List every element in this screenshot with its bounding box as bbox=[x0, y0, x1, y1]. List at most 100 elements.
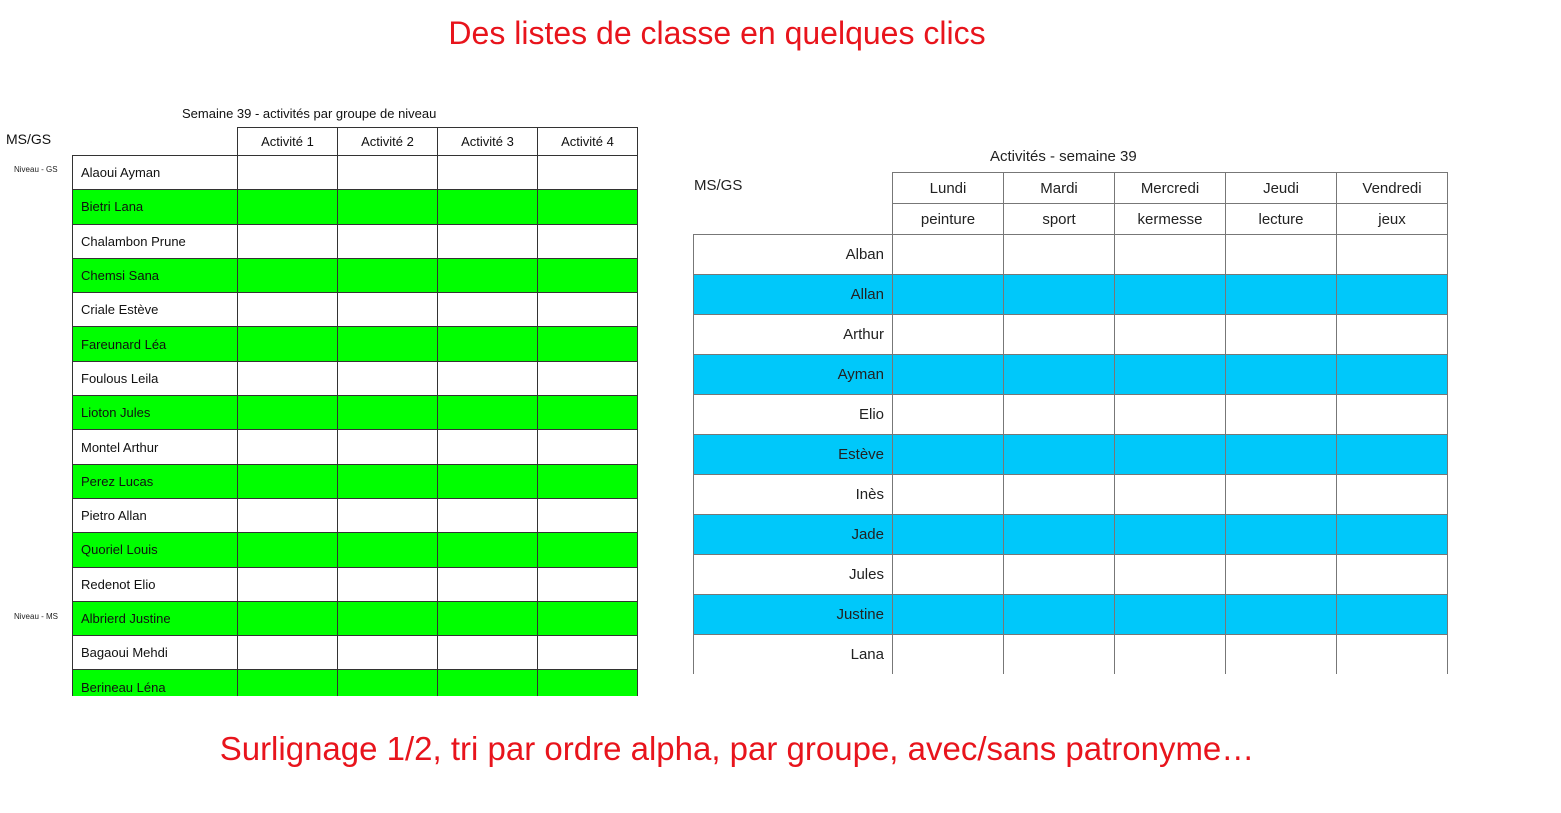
activity-cell[interactable] bbox=[1003, 434, 1115, 475]
activity-cell[interactable] bbox=[337, 360, 438, 397]
activity-cell[interactable] bbox=[1336, 234, 1448, 275]
activity-cell[interactable] bbox=[892, 554, 1004, 595]
activity-cell[interactable] bbox=[1225, 234, 1337, 275]
activity-cell[interactable] bbox=[337, 635, 438, 671]
activity-cell[interactable] bbox=[337, 669, 438, 696]
activity-cell[interactable] bbox=[537, 154, 638, 191]
activity-cell[interactable] bbox=[1336, 594, 1448, 635]
activity-cell[interactable] bbox=[437, 497, 538, 534]
activity-cell[interactable] bbox=[1003, 354, 1115, 395]
activity-cell[interactable] bbox=[1225, 554, 1337, 595]
activity-cell[interactable] bbox=[237, 429, 338, 465]
activity-cell[interactable] bbox=[892, 394, 1004, 435]
activity-cell[interactable] bbox=[337, 463, 438, 499]
activity-cell[interactable] bbox=[1225, 354, 1337, 395]
activity-cell[interactable] bbox=[1114, 354, 1226, 395]
activity-cell[interactable] bbox=[237, 497, 338, 534]
activity-cell[interactable] bbox=[1003, 314, 1115, 355]
activity-cell[interactable] bbox=[437, 154, 538, 191]
activity-cell[interactable] bbox=[337, 257, 438, 294]
activity-cell[interactable] bbox=[1114, 274, 1226, 315]
activity-cell[interactable] bbox=[1003, 274, 1115, 315]
activity-cell[interactable] bbox=[237, 189, 338, 225]
activity-cell[interactable] bbox=[437, 635, 538, 671]
activity-cell[interactable] bbox=[437, 189, 538, 225]
activity-cell[interactable] bbox=[1114, 314, 1226, 355]
activity-cell[interactable] bbox=[437, 395, 538, 431]
activity-cell[interactable] bbox=[1003, 554, 1115, 595]
activity-cell[interactable] bbox=[237, 395, 338, 431]
activity-cell[interactable] bbox=[237, 566, 338, 602]
activity-cell[interactable] bbox=[1114, 474, 1226, 515]
activity-cell[interactable] bbox=[537, 189, 638, 225]
activity-cell[interactable] bbox=[1003, 234, 1115, 275]
activity-cell[interactable] bbox=[1336, 634, 1448, 674]
activity-cell[interactable] bbox=[1225, 634, 1337, 674]
activity-cell[interactable] bbox=[892, 314, 1004, 355]
activity-cell[interactable] bbox=[892, 474, 1004, 515]
activity-cell[interactable] bbox=[1336, 314, 1448, 355]
activity-cell[interactable] bbox=[337, 292, 438, 328]
activity-cell[interactable] bbox=[892, 234, 1004, 275]
activity-cell[interactable] bbox=[337, 497, 438, 534]
activity-cell[interactable] bbox=[892, 354, 1004, 395]
activity-cell[interactable] bbox=[437, 223, 538, 259]
activity-cell[interactable] bbox=[337, 429, 438, 465]
activity-cell[interactable] bbox=[337, 326, 438, 362]
activity-cell[interactable] bbox=[337, 154, 438, 191]
activity-cell[interactable] bbox=[1114, 394, 1226, 435]
activity-cell[interactable] bbox=[437, 532, 538, 568]
activity-cell[interactable] bbox=[537, 600, 638, 637]
activity-cell[interactable] bbox=[237, 635, 338, 671]
activity-cell[interactable] bbox=[237, 257, 338, 294]
activity-cell[interactable] bbox=[337, 600, 438, 637]
activity-cell[interactable] bbox=[1225, 274, 1337, 315]
activity-cell[interactable] bbox=[237, 292, 338, 328]
activity-cell[interactable] bbox=[1336, 434, 1448, 475]
activity-cell[interactable] bbox=[1225, 314, 1337, 355]
activity-cell[interactable] bbox=[1003, 594, 1115, 635]
activity-cell[interactable] bbox=[237, 532, 338, 568]
activity-cell[interactable] bbox=[537, 223, 638, 259]
activity-cell[interactable] bbox=[437, 669, 538, 696]
activity-cell[interactable] bbox=[237, 600, 338, 637]
activity-cell[interactable] bbox=[237, 463, 338, 499]
activity-cell[interactable] bbox=[537, 292, 638, 328]
activity-cell[interactable] bbox=[537, 566, 638, 602]
activity-cell[interactable] bbox=[1003, 394, 1115, 435]
activity-cell[interactable] bbox=[437, 566, 538, 602]
activity-cell[interactable] bbox=[1003, 634, 1115, 674]
activity-cell[interactable] bbox=[1336, 514, 1448, 555]
activity-cell[interactable] bbox=[537, 497, 638, 534]
activity-cell[interactable] bbox=[537, 360, 638, 397]
activity-cell[interactable] bbox=[892, 634, 1004, 674]
activity-cell[interactable] bbox=[1225, 514, 1337, 555]
activity-cell[interactable] bbox=[1225, 594, 1337, 635]
activity-cell[interactable] bbox=[1225, 394, 1337, 435]
activity-cell[interactable] bbox=[1336, 394, 1448, 435]
activity-cell[interactable] bbox=[537, 429, 638, 465]
activity-cell[interactable] bbox=[437, 360, 538, 397]
activity-cell[interactable] bbox=[337, 532, 438, 568]
activity-cell[interactable] bbox=[537, 395, 638, 431]
activity-cell[interactable] bbox=[1336, 354, 1448, 395]
activity-cell[interactable] bbox=[537, 635, 638, 671]
activity-cell[interactable] bbox=[1003, 514, 1115, 555]
activity-cell[interactable] bbox=[237, 223, 338, 259]
activity-cell[interactable] bbox=[437, 600, 538, 637]
activity-cell[interactable] bbox=[237, 326, 338, 362]
activity-cell[interactable] bbox=[237, 669, 338, 696]
activity-cell[interactable] bbox=[892, 434, 1004, 475]
activity-cell[interactable] bbox=[337, 566, 438, 602]
activity-cell[interactable] bbox=[537, 669, 638, 696]
activity-cell[interactable] bbox=[437, 257, 538, 294]
activity-cell[interactable] bbox=[1114, 514, 1226, 555]
activity-cell[interactable] bbox=[1225, 434, 1337, 475]
activity-cell[interactable] bbox=[1114, 434, 1226, 475]
activity-cell[interactable] bbox=[1114, 554, 1226, 595]
activity-cell[interactable] bbox=[437, 292, 538, 328]
activity-cell[interactable] bbox=[1114, 634, 1226, 674]
activity-cell[interactable] bbox=[237, 154, 338, 191]
activity-cell[interactable] bbox=[537, 463, 638, 499]
activity-cell[interactable] bbox=[537, 326, 638, 362]
